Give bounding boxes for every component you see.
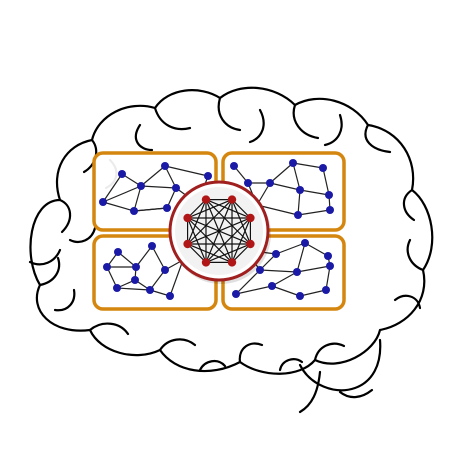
module-node — [161, 266, 169, 274]
module-node — [268, 282, 276, 290]
hub-node — [246, 240, 254, 248]
module-node — [232, 290, 240, 298]
module-node — [326, 206, 334, 214]
module-node — [113, 284, 121, 292]
hub-node — [202, 258, 210, 266]
module-node — [293, 268, 301, 276]
module-node — [294, 211, 302, 219]
module-node — [99, 198, 107, 206]
module-node — [324, 252, 332, 260]
module-node — [166, 292, 174, 300]
module-node — [163, 204, 171, 212]
hub-node — [246, 214, 254, 222]
module-node — [103, 263, 111, 271]
central-hub — [170, 182, 271, 284]
hub-node — [228, 258, 236, 266]
module-node — [322, 286, 330, 294]
module-node — [272, 250, 280, 258]
hub-node — [183, 214, 191, 222]
module-node — [244, 179, 252, 187]
module-node — [161, 162, 169, 170]
module-node — [114, 248, 122, 256]
module-node — [130, 207, 138, 215]
hub-node — [228, 195, 236, 203]
module-node — [301, 239, 309, 247]
module-node — [204, 172, 212, 180]
module-node — [172, 184, 180, 192]
module-node — [296, 186, 304, 194]
module-node — [266, 179, 274, 187]
module-node — [132, 263, 140, 271]
hub-node — [183, 240, 191, 248]
module-node — [148, 242, 156, 250]
module-node — [137, 182, 145, 190]
module-node — [289, 159, 297, 167]
module-node — [326, 262, 334, 270]
module-node — [118, 170, 126, 178]
module-node — [131, 276, 139, 284]
hub-node — [202, 195, 210, 203]
module-node — [296, 292, 304, 300]
module-node — [319, 164, 327, 172]
module-node — [325, 191, 333, 199]
module-node — [146, 286, 154, 294]
module-node — [230, 162, 238, 170]
